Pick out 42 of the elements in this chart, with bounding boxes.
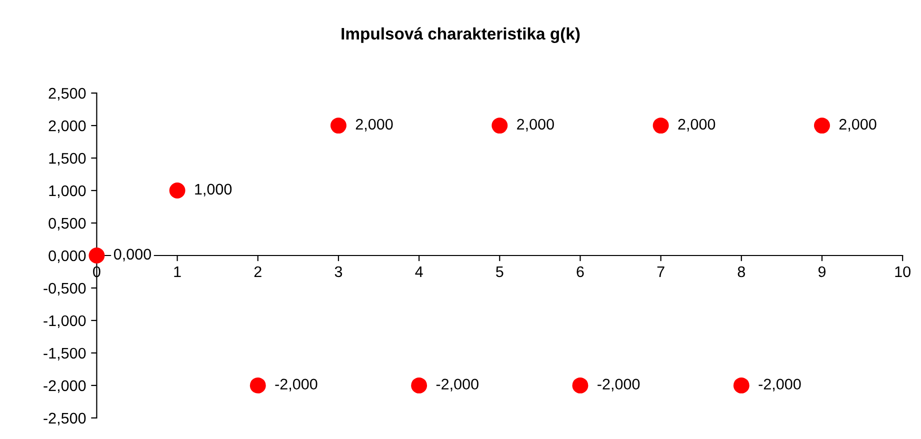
chart-title: Impulsová charakteristika g(k) (342, 27, 580, 43)
point (250, 377, 266, 394)
x-tick-label: 3 (334, 266, 342, 278)
point (169, 182, 186, 199)
data-label: 2,000 (839, 118, 876, 132)
y-tick-label: -2,500 (44, 412, 86, 426)
data-label: -2,000 (758, 378, 801, 392)
x-tick-label: 2 (254, 266, 262, 277)
y-tick-label: -0,500 (44, 282, 86, 296)
x-tick-label: 10 (895, 266, 910, 278)
x-tick-label: 7 (657, 266, 664, 277)
data-label: -2,000 (598, 378, 640, 392)
point (733, 377, 750, 394)
y-tick-label: 0,500 (48, 218, 86, 231)
x-tick-label: 4 (415, 266, 423, 277)
data-label: -2,000 (436, 378, 478, 392)
y-tick-label: -1,500 (44, 348, 86, 360)
x-tick-label: 1 (174, 266, 181, 277)
y-tick-label: 2,000 (48, 120, 86, 134)
y-tick-label: 1,500 (49, 152, 86, 166)
point (411, 377, 428, 394)
y-tick-label: -2,000 (44, 380, 86, 393)
data-label: 2,000 (356, 118, 393, 132)
point (814, 118, 830, 134)
data-label: 0,000 (114, 248, 152, 262)
point (572, 377, 588, 394)
data-label: 2,000 (678, 118, 716, 132)
x-tick-label: 8 (738, 266, 745, 278)
point (492, 118, 508, 134)
y-tick-label: 0,000 (48, 250, 86, 263)
data-label: -2,000 (275, 378, 318, 392)
data-label: 1,000 (195, 184, 232, 196)
y-tick-label: -1,000 (44, 315, 86, 328)
y-tick-label: 2,500 (48, 88, 86, 101)
y-tick-label: 1,000 (49, 185, 86, 198)
x-tick-label: 9 (818, 266, 826, 278)
x-tick-label: 6 (576, 266, 584, 278)
point (330, 118, 346, 134)
x-tick-label: 5 (496, 266, 504, 278)
data-label: 2,000 (517, 118, 554, 132)
point (88, 248, 105, 264)
point (652, 118, 669, 134)
